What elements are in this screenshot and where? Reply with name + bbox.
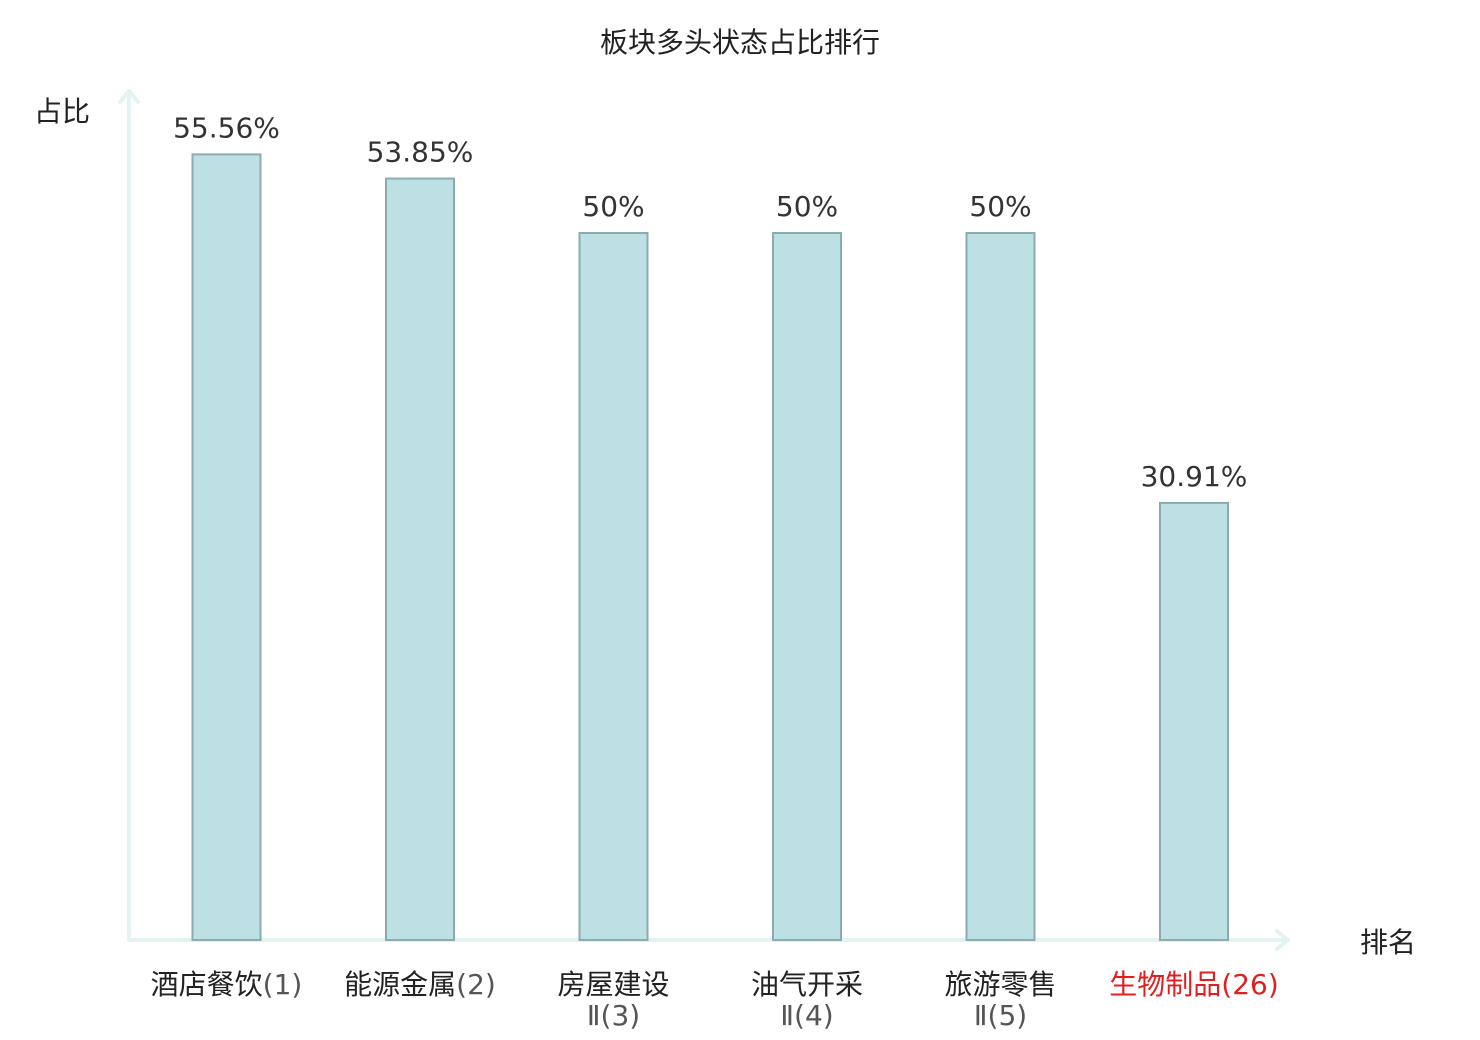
bar-6 [1159,501,1229,941]
value-label-2: 53.85% [367,136,474,169]
value-label-3: 50% [582,190,644,223]
tick-label-3: 房屋建设 [557,968,669,1001]
tick-label-4: 油气开采 [751,968,863,1001]
bar-2 [385,177,455,942]
y-axis-arrow-icon [118,89,140,104]
bar-3 [578,232,649,941]
tick-label-rank-4: Ⅱ(4) [780,999,833,1032]
tick-label-rank-5: Ⅱ(5) [974,999,1027,1032]
value-label-4: 50% [776,190,838,223]
bar-4 [772,232,842,941]
tick-label-1: 酒店餐饮(1) [151,968,303,1001]
tick-label-6: 生物制品(26) [1109,968,1279,1001]
value-label-6: 30.91% [1141,460,1248,493]
y-axis-label: 占比 [34,95,90,128]
value-label-5: 50% [969,190,1031,223]
x-axis-arrow-icon [1275,929,1290,951]
axes [118,89,1290,951]
x-axis-label: 排名 [1360,926,1416,959]
bar-1 [191,153,262,942]
value-label-1: 55.56% [173,111,280,144]
chart-title: 板块多头状态占比排行 [600,26,880,59]
bar-5 [965,232,1036,941]
tick-label-rank-3: Ⅱ(3) [587,999,640,1032]
tick-label-2: 能源金属(2) [344,968,496,1001]
tick-label-5: 旅游零售 [944,968,1056,1001]
